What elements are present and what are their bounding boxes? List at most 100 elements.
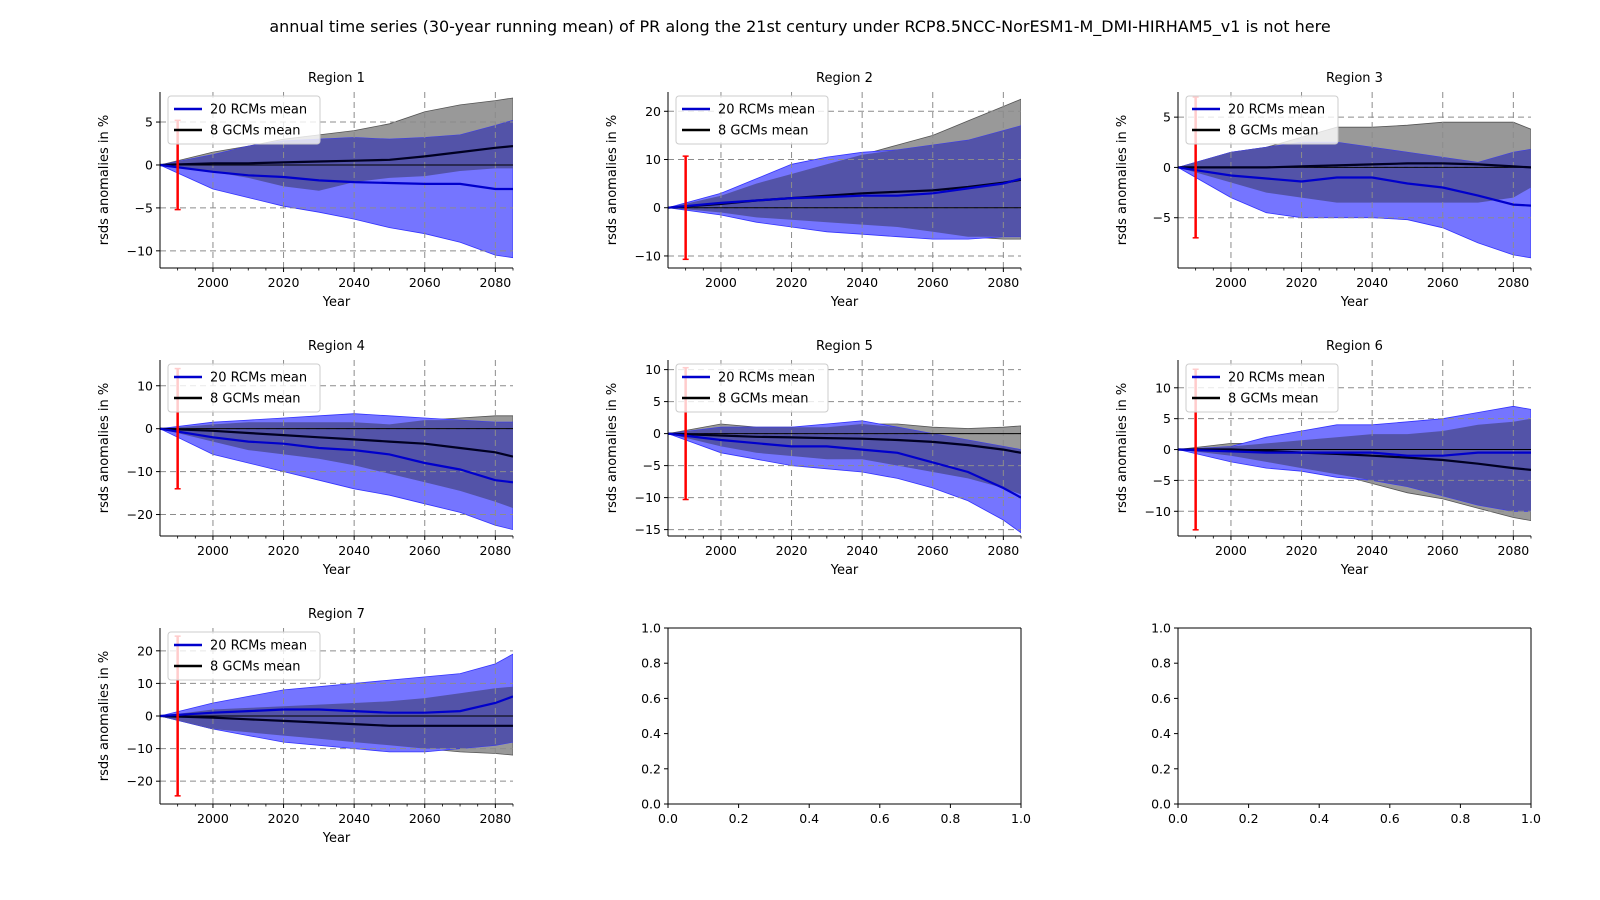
y-tick-label: −5 [1153, 473, 1171, 488]
y-tick-label: −5 [643, 458, 661, 473]
x-axis-label: Year [1340, 563, 1369, 578]
x-tick-label: 2060 [409, 275, 441, 290]
x-tick-label: 0.4 [799, 811, 819, 826]
x-tick-label: 2040 [846, 543, 878, 558]
x-tick-label: 1.0 [1011, 811, 1031, 826]
y-axis-label: rsds anomalies in % [605, 115, 620, 246]
panel-3: 2000 2020 2040 2060 2080 −5 0 5 Region 3 Year rsds… [1115, 71, 1532, 310]
x-tick-label: 2080 [479, 543, 511, 558]
x-tick-label: 2020 [1286, 543, 1318, 558]
plot-area [1178, 360, 1531, 536]
legend-entry: 8 GCMs mean [210, 124, 301, 139]
plot-area [1178, 92, 1531, 268]
legend: 20 RCMs mean 8 GCMs mean [167, 631, 321, 681]
panel-title: Region 2 [816, 71, 873, 86]
rcm-mean-line [160, 695, 513, 718]
y-tick-label: −10 [635, 490, 661, 505]
x-tick-label: 2020 [776, 275, 808, 290]
x-tick-label: 2000 [197, 543, 229, 558]
y-tick-label: −15 [635, 522, 661, 537]
panel-4: 2000 2020 2040 2060 2080 −20 −10 0 10 Region 4 Yea… [97, 339, 514, 578]
y-tick-label: 0 [145, 709, 153, 724]
x-tick-label: 2060 [917, 543, 949, 558]
x-tick-label: 2080 [479, 811, 511, 826]
x-tick-label: 2060 [917, 275, 949, 290]
x-tick-label: 0.8 [1450, 811, 1470, 826]
plot-area [160, 360, 513, 536]
x-tick-label: 0.0 [658, 811, 678, 826]
y-tick-label: 0.0 [641, 797, 661, 812]
gcm-mean-line [160, 714, 513, 727]
legend-entry: 8 GCMs mean [210, 392, 301, 407]
y-tick-label: 5 [145, 115, 153, 130]
x-tick-label: 2000 [1215, 543, 1247, 558]
x-tick-label: 2080 [987, 275, 1019, 290]
panel-2: 2000 2020 2040 2060 2080 −10 0 10 20 Region 2 Year… [605, 71, 1022, 310]
legend-entry: 8 GCMs mean [1228, 392, 1319, 407]
error-bar [682, 155, 689, 261]
panel-title: Region 7 [308, 607, 365, 622]
x-axis-label: Year [322, 295, 351, 310]
y-tick-label: 0.4 [641, 726, 661, 741]
x-tick-label: 2080 [987, 543, 1019, 558]
x-tick-label: 2040 [338, 811, 370, 826]
legend-entry: 8 GCMs mean [718, 392, 809, 407]
rcm-mean-line [1178, 166, 1531, 207]
legend-entry: 20 RCMs mean [1228, 103, 1325, 118]
y-tick-label: 0 [653, 200, 661, 215]
x-axis-label: Year [830, 295, 859, 310]
legend-box [675, 95, 829, 145]
panel-title: Region 4 [308, 339, 365, 354]
x-tick-label: 0.6 [870, 811, 890, 826]
x-tick-label: 0.8 [940, 811, 960, 826]
gcm-mean-line [160, 427, 513, 458]
legend: 20 RCMs mean 8 GCMs mean [675, 95, 829, 145]
legend-box [1185, 363, 1339, 413]
legend-entry: 20 RCMs mean [210, 371, 307, 386]
x-tick-label: 0.4 [1309, 811, 1329, 826]
x-tick-label: 2000 [197, 811, 229, 826]
legend-entry: 20 RCMs mean [210, 639, 307, 654]
y-axis-label: rsds anomalies in % [97, 651, 112, 782]
y-axis-label: rsds anomalies in % [605, 383, 620, 514]
legend-entry: 8 GCMs mean [210, 660, 301, 675]
panel-9: 0.0 0.2 0.4 0.6 0.8 1.0 0.0 0.2 0.4 0.6 0.8 1.0 [1151, 621, 1541, 827]
panel-6: 2000 2020 2040 2060 2080 −10 −5 0 5 10 Region 6 Yea… [1115, 339, 1532, 578]
x-tick-label: 2040 [846, 275, 878, 290]
x-tick-label: 1.0 [1521, 811, 1541, 826]
y-tick-label: −5 [1153, 210, 1171, 225]
y-tick-label: 20 [645, 104, 661, 119]
y-tick-label: 0.8 [1151, 656, 1171, 671]
plot-area [160, 92, 513, 268]
y-tick-label: 10 [645, 362, 661, 377]
rcm-mean-line [160, 427, 513, 484]
x-tick-label: 2060 [409, 811, 441, 826]
panel-title: Region 3 [1326, 71, 1383, 86]
x-tick-label: 2040 [1356, 275, 1388, 290]
legend-box [1185, 95, 1339, 145]
legend: 20 RCMs mean 8 GCMs mean [1185, 363, 1339, 413]
y-tick-label: 1.0 [1151, 621, 1171, 636]
x-tick-label: 0.6 [1380, 811, 1400, 826]
y-tick-label: 5 [653, 394, 661, 409]
y-tick-label: −10 [635, 248, 661, 263]
panel-5: 2000 2020 2040 2060 2080 −15 −10 −5 0 5 10 Region 5… [605, 339, 1022, 578]
panel-1: 2000 2020 2040 2060 2080 −10 −5 0 5 Region 1 Year r… [97, 71, 514, 310]
y-tick-label: −20 [127, 774, 153, 789]
y-tick-label: 0.0 [1151, 797, 1171, 812]
y-tick-label: 10 [137, 378, 153, 393]
y-axis-label: rsds anomalies in % [1115, 383, 1130, 514]
y-tick-label: −10 [1145, 504, 1171, 519]
y-axis-label: rsds anomalies in % [1115, 115, 1130, 246]
legend-entry: 20 RCMs mean [718, 371, 815, 386]
rcm-mean-line [668, 432, 1021, 499]
legend-entry: 20 RCMs mean [1228, 371, 1325, 386]
legend-entry: 20 RCMs mean [210, 103, 307, 118]
x-tick-label: 2000 [1215, 275, 1247, 290]
y-tick-label: −10 [127, 464, 153, 479]
y-tick-label: 20 [137, 643, 153, 658]
y-tick-label: 0.8 [641, 656, 661, 671]
rcm-mean-line [1178, 448, 1531, 457]
legend-entry: 8 GCMs mean [1228, 124, 1319, 139]
x-tick-label: 2080 [1497, 275, 1529, 290]
